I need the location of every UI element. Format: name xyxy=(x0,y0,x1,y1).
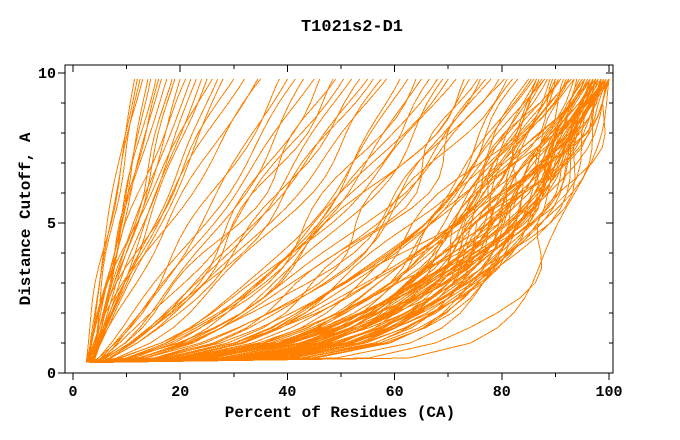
gdt-curve xyxy=(87,78,157,363)
gdt-curve xyxy=(90,78,197,363)
gdt-curve xyxy=(95,78,519,363)
axes-layer: 0 20 40 60 80 100 0 5 10 xyxy=(38,64,623,401)
chart-title: T1021s2-D1 xyxy=(301,18,403,37)
gdt-curve xyxy=(95,78,596,363)
gdt-curve xyxy=(90,78,594,363)
curves-layer xyxy=(85,78,610,363)
gdt-curve xyxy=(94,78,591,363)
gdt-curve xyxy=(97,78,594,363)
gdt-curve xyxy=(97,78,554,363)
gdt-curve xyxy=(97,78,409,363)
gdt-curve xyxy=(85,78,219,363)
x-axis-label: Percent of Residues (CA) xyxy=(225,404,455,422)
plot-frame xyxy=(64,64,614,374)
gdt-curve xyxy=(99,78,430,363)
y-tick-label: 5 xyxy=(47,216,56,233)
gdt-curve xyxy=(90,78,224,363)
gdt-curve xyxy=(93,78,382,363)
gdt-curve xyxy=(94,78,556,363)
x-tick-label: 60 xyxy=(386,384,404,401)
x-tick-label: 20 xyxy=(171,384,189,401)
gdt-curve xyxy=(93,78,296,363)
gdt-curve xyxy=(94,78,530,363)
gdt-curve xyxy=(92,78,141,363)
gdt-curve xyxy=(98,78,315,363)
gdt-curve xyxy=(97,78,597,363)
gdt-curve xyxy=(98,78,422,363)
gdt-curve xyxy=(85,78,144,363)
x-tick-label: 80 xyxy=(493,384,511,401)
gdt-curve xyxy=(89,78,176,363)
gdt-curve xyxy=(95,78,288,363)
gdt-curve xyxy=(98,78,605,363)
gdt-curve xyxy=(92,78,508,363)
gdt-curve xyxy=(90,78,597,363)
gdt-curve xyxy=(93,78,570,363)
gdt-curve xyxy=(88,78,138,363)
x-tick-label: 0 xyxy=(68,384,77,401)
gdt-curve xyxy=(92,78,583,363)
gdt-curve xyxy=(91,78,337,363)
gdt-curve xyxy=(92,78,559,363)
x-tick-label: 40 xyxy=(278,384,296,401)
x-tick-label: 100 xyxy=(595,384,622,401)
gdt-curve xyxy=(86,78,213,363)
gdt-curve xyxy=(90,78,334,363)
y-tick-label: 0 xyxy=(47,366,56,383)
gdt-curve xyxy=(92,78,374,363)
gdt-curve xyxy=(91,78,187,363)
gdt-curve xyxy=(92,78,605,363)
gdt-curve xyxy=(94,78,449,363)
gdt-curve xyxy=(95,78,361,363)
y-axis-label: Distance Cutoff, A xyxy=(17,132,35,305)
gdt-curve xyxy=(98,78,438,363)
gdt-curve xyxy=(90,78,280,363)
gdt-curve xyxy=(94,78,345,363)
gdt-curve xyxy=(87,78,162,363)
gdt-curve xyxy=(96,78,540,363)
gdt-curve xyxy=(94,78,607,363)
gdt-curve xyxy=(98,78,548,363)
gdt-curve xyxy=(93,78,208,363)
gdt-curve xyxy=(91,78,487,363)
gdt-curve xyxy=(93,78,605,363)
gdt-curve xyxy=(94,78,513,363)
gdt-curve xyxy=(96,78,575,363)
gdt-curve xyxy=(90,78,479,363)
gdt-curve xyxy=(90,78,605,363)
gdt-curve xyxy=(91,78,572,363)
gdt-curve xyxy=(91,78,575,363)
gdt-curve xyxy=(97,78,610,363)
gdt-curve xyxy=(96,78,387,363)
gdt-curve xyxy=(97,78,417,363)
gdt-curve xyxy=(90,78,261,363)
gdt-curve xyxy=(97,78,538,363)
gdt-curve xyxy=(97,78,594,363)
gdt-curve xyxy=(98,78,556,363)
gdt-curve xyxy=(93,78,500,363)
y-tick-label: 10 xyxy=(38,66,56,83)
gdt-curve xyxy=(96,78,444,363)
gdt-curve xyxy=(95,78,543,363)
gdt-curve xyxy=(95,78,591,363)
